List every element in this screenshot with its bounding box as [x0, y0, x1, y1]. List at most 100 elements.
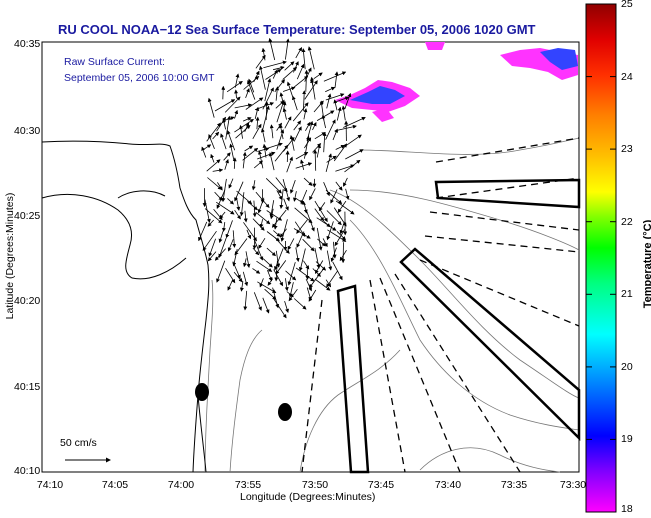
current-vector — [262, 297, 270, 314]
dashed-transects — [301, 137, 580, 473]
map-title: RU COOL NOAA−12 Sea Surface Temperature:… — [58, 22, 536, 37]
current-vector — [245, 97, 264, 110]
current-vector — [275, 250, 281, 268]
current-vector — [253, 292, 262, 311]
x-tick: 73:55 — [234, 479, 262, 491]
y-tick: 40:15 — [14, 381, 41, 393]
current-vector — [298, 248, 306, 272]
current-vector — [202, 230, 217, 251]
current-vector — [246, 229, 252, 240]
current-vector — [239, 192, 245, 217]
current-vector — [234, 73, 240, 88]
current-vector — [283, 198, 289, 211]
current-vector — [208, 134, 215, 150]
current-vector — [216, 260, 226, 283]
current-vector — [227, 279, 233, 291]
current-vector — [292, 102, 309, 122]
current-vector — [292, 75, 309, 89]
current-vector — [325, 153, 333, 173]
current-vector — [234, 118, 254, 133]
current-vector — [198, 221, 208, 242]
current-vector — [219, 211, 226, 219]
current-vector — [275, 86, 280, 101]
current-vector — [303, 202, 308, 214]
current-vector — [343, 117, 366, 128]
current-vector — [239, 124, 243, 139]
current-vector — [207, 251, 217, 262]
current-vector — [318, 202, 326, 212]
current-vector — [271, 209, 287, 228]
current-vector — [302, 238, 315, 252]
current-vector — [222, 118, 226, 130]
current-vector — [257, 197, 265, 214]
current-vector — [293, 126, 302, 142]
current-vector — [262, 105, 270, 130]
current-vector — [272, 69, 278, 79]
current-vector — [282, 178, 291, 202]
current-vector — [335, 181, 343, 191]
current-vector — [267, 269, 273, 282]
current-vector — [339, 249, 347, 262]
current-vector — [245, 251, 251, 268]
current-vector — [312, 121, 317, 131]
current-vector — [265, 68, 282, 80]
colorbar-tick: 19 — [621, 433, 633, 445]
current-vector — [247, 200, 258, 211]
current-vector — [333, 143, 348, 162]
current-vector — [334, 124, 357, 132]
current-vector — [221, 222, 226, 232]
current-vector — [259, 219, 264, 229]
current-vector — [314, 278, 331, 291]
current-vector — [326, 210, 342, 226]
current-vector — [284, 300, 289, 313]
current-vector — [344, 159, 361, 173]
current-vector — [255, 54, 266, 69]
current-vector — [236, 197, 241, 211]
current-vector — [304, 135, 310, 159]
current-vector — [218, 237, 227, 258]
current-vector — [252, 200, 257, 218]
current-vector — [239, 281, 244, 292]
current-vector — [218, 231, 224, 243]
current-vector — [274, 144, 289, 162]
current-vector — [321, 114, 326, 129]
x-tick: 74:05 — [101, 479, 129, 491]
current-vector — [330, 247, 337, 263]
current-vector — [284, 116, 292, 129]
current-vector — [287, 262, 296, 286]
current-vector — [295, 162, 313, 169]
current-vector — [235, 124, 251, 139]
current-vector — [323, 220, 331, 228]
current-vector — [279, 188, 284, 209]
current-vector — [252, 218, 265, 231]
current-vector — [276, 129, 285, 150]
current-vector — [332, 261, 343, 281]
current-vector — [339, 221, 345, 235]
y-tick: 40:10 — [14, 465, 41, 477]
current-vector — [252, 268, 261, 274]
current-vector — [229, 143, 235, 160]
current-vector — [273, 269, 283, 287]
current-vector — [289, 135, 295, 151]
current-vector — [227, 239, 234, 252]
current-vector — [316, 110, 335, 121]
current-vector — [334, 71, 339, 88]
current-vector — [305, 278, 312, 292]
current-vector — [343, 177, 348, 187]
colorbar-tick: 25 — [621, 0, 633, 10]
current-vector — [232, 249, 238, 267]
current-vector — [314, 260, 324, 274]
current-vector — [323, 182, 330, 197]
current-vector — [225, 267, 236, 284]
current-vector — [293, 120, 302, 131]
current-vector — [325, 279, 332, 288]
x-tick: 73:35 — [500, 479, 528, 491]
current-vector — [276, 99, 285, 123]
current-vector — [322, 238, 328, 248]
current-vector — [341, 105, 346, 121]
current-vector — [307, 46, 315, 70]
current-vector — [252, 123, 262, 139]
current-vector — [244, 145, 254, 152]
current-vector — [204, 208, 223, 224]
